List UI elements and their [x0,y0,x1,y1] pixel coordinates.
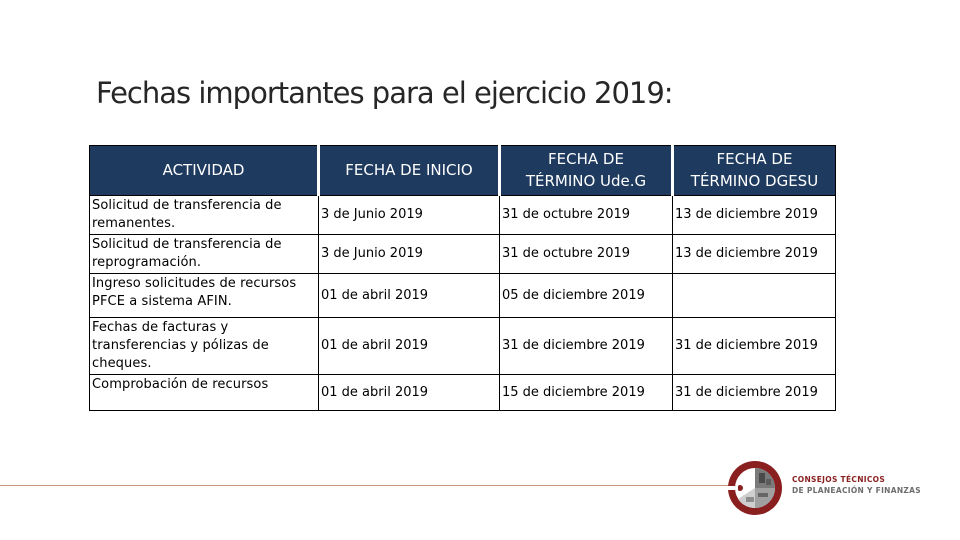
organization-name-line1: CONSEJOS TÉCNICOS [792,475,886,484]
organization-name: CONSEJOS TÉCNICOS DE PLANEACIÓN Y FINANZ… [792,474,921,496]
table-header-row: ACTIVIDAD FECHA DE INICIO FECHA DE TÉRMI… [89,145,836,196]
activity-cell: Ingreso solicitudes de recursos PFCE a s… [89,273,319,318]
start-date-cell: 01 de abril 2019 [318,317,500,375]
activity-cell: Fechas de facturas y transferencias y pó… [89,317,319,375]
header-end-dgesu-line2: TÉRMINO DGESU [690,171,819,190]
activity-cell: Solicitud de transferencia de reprograma… [89,234,319,274]
header-end-udeg: FECHA DE TÉRMINO Ude.G [499,145,674,196]
end-udeg-cell: 15 de diciembre 2019 [499,374,673,411]
table-row: Solicitud de transferencia de reprograma… [89,234,836,274]
slide-title: Fechas importantes para el ejercicio 201… [96,76,674,110]
start-date-cell: 01 de abril 2019 [318,273,500,318]
end-udeg-cell: 31 de diciembre 2019 [499,317,673,375]
start-date-cell: 3 de Junio 2019 [318,234,500,274]
header-end-dgesu: FECHA DE TÉRMINO DGESU [672,145,836,196]
table-row: Fechas de facturas y transferencias y pó… [89,317,836,375]
end-udeg-cell: 05 de diciembre 2019 [499,273,673,318]
end-dgesu-cell: 31 de diciembre 2019 [672,374,836,411]
table-row: Solicitud de transferencia de remanentes… [89,195,836,235]
end-dgesu-cell: 31 de diciembre 2019 [672,317,836,375]
end-dgesu-cell: 13 de diciembre 2019 [672,195,836,235]
footer-divider [0,485,760,486]
consejos-tecnicos-logo-icon [726,461,782,515]
header-end-dgesu-line1: FECHA DE [716,149,793,168]
activity-cell: Comprobación de recursos [89,374,319,411]
end-udeg-cell: 31 de octubre 2019 [499,195,673,235]
dates-table: ACTIVIDAD FECHA DE INICIO FECHA DE TÉRMI… [89,145,836,411]
start-date-cell: 01 de abril 2019 [318,374,500,411]
start-date-cell: 3 de Junio 2019 [318,195,500,235]
header-end-udeg-line2: TÉRMINO Ude.G [525,171,647,190]
header-activity: ACTIVIDAD [89,145,320,196]
header-end-udeg-line1: FECHA DE [548,149,624,168]
header-start-date: FECHA DE INICIO [318,145,501,196]
end-dgesu-cell [672,273,836,318]
end-dgesu-cell: 13 de diciembre 2019 [672,234,836,274]
end-udeg-cell: 31 de octubre 2019 [499,234,673,274]
organization-name-line2: DE PLANEACIÓN Y FINANZAS [792,486,921,495]
table-row: Comprobación de recursos 01 de abril 201… [89,374,836,411]
table-row: Ingreso solicitudes de recursos PFCE a s… [89,273,836,318]
activity-cell: Solicitud de transferencia de remanentes… [89,195,319,235]
